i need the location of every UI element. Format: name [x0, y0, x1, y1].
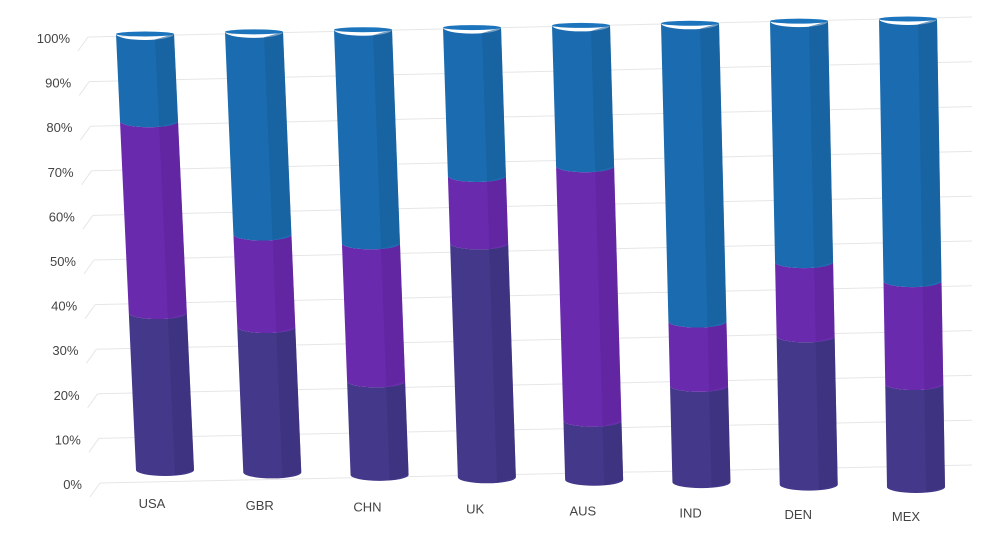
bar-segment-shade [924, 384, 945, 493]
y-tick-label: 50% [50, 254, 76, 269]
gridline [92, 195, 973, 216]
bar-top-cap [334, 27, 392, 33]
bar-segment-shade [602, 420, 624, 486]
x-axis: USA GBR CHN UK AUS IND DEN MEX [139, 496, 921, 524]
bar-segment-shade [487, 175, 509, 249]
tick-mark [88, 438, 100, 453]
tick-mark [81, 170, 93, 186]
bar-group-uk[interactable] [443, 25, 516, 484]
tick-mark [82, 215, 94, 230]
y-tick-label: 0% [63, 477, 82, 492]
bars-layer [116, 16, 945, 494]
bar-group-gbr[interactable] [225, 29, 302, 479]
y-tick-label: 60% [49, 209, 75, 224]
bar-top-cap [770, 18, 828, 24]
x-tick-label: USA [139, 496, 166, 511]
y-tick-label: 90% [45, 76, 71, 91]
bar-segment-shade [595, 166, 622, 427]
bar-segment-shade [159, 121, 187, 319]
x-tick-label: GBR [246, 498, 274, 513]
y-tick-label: 20% [54, 388, 80, 403]
y-axis: 0% 10% 20% 30% 40% 50% 60% 70% 80% 90% 100% [37, 31, 83, 492]
y-tick-label: 40% [51, 299, 77, 314]
gridline [89, 61, 973, 83]
gridline [87, 16, 973, 38]
bar-segment-shade [373, 29, 400, 249]
bar-segment-shade [381, 243, 406, 387]
gridline [91, 150, 973, 172]
y-tick-label: 80% [46, 120, 72, 135]
x-tick-label: DEN [785, 507, 812, 522]
y-tick-label: 30% [52, 343, 78, 358]
gridline [96, 330, 973, 350]
bar-group-chn[interactable] [334, 27, 409, 481]
bar-group-den[interactable] [770, 18, 838, 491]
bar-top-cap [661, 20, 719, 26]
tick-mark [85, 348, 97, 364]
bar-segment-shade [489, 243, 516, 483]
bar-group-aus[interactable] [552, 22, 624, 486]
tick-mark [83, 259, 95, 275]
bar-segment-shade [386, 381, 409, 481]
bar-segment-shade [276, 327, 302, 478]
bar-segment-shade [707, 321, 729, 392]
bar-segment-shade [482, 27, 506, 182]
bar-segment-shade [700, 23, 727, 327]
bar-segment-shade [272, 234, 296, 333]
gridline [97, 374, 973, 395]
bar-top-cap [443, 25, 501, 31]
tick-mark [84, 304, 96, 319]
gridline [93, 240, 973, 261]
bar-segment-shade [155, 34, 178, 127]
bar-segment-shade [809, 21, 834, 268]
y-tick-label: 10% [55, 432, 81, 447]
tick-mark [78, 81, 90, 96]
bar-segment-shade [167, 313, 194, 476]
tick-mark [79, 125, 91, 141]
gridline [90, 106, 973, 127]
bar-segment-shade [709, 385, 731, 488]
bar-top-cap [225, 29, 283, 35]
bar-group-usa[interactable] [116, 31, 194, 477]
gridline [99, 464, 973, 484]
bar-segment-shade [918, 19, 942, 287]
bar-top-cap [116, 31, 174, 37]
gridline [98, 419, 973, 439]
tick-mark [89, 482, 101, 498]
bar-top-cap [879, 16, 937, 22]
bar-segment-shade [591, 25, 615, 172]
x-tick-label: UK [466, 502, 484, 517]
x-tick-label: CHN [353, 500, 381, 515]
gridline [95, 285, 973, 306]
y-tick-label: 100% [37, 31, 71, 46]
bar-segment-shade [815, 336, 838, 490]
bar-segment-shade [814, 262, 835, 342]
x-tick-label: MEX [892, 509, 921, 524]
bar-top-cap [552, 22, 610, 28]
x-tick-label: AUS [569, 503, 596, 518]
tick-mark [87, 393, 99, 409]
bar-group-ind[interactable] [661, 20, 731, 489]
bar-group-mex[interactable] [879, 16, 945, 494]
bar-segment-shade [264, 31, 292, 240]
tick-mark [77, 36, 89, 52]
y-tick-label: 70% [48, 165, 74, 180]
bar-segment-shade [922, 281, 944, 390]
x-tick-label: IND [679, 505, 701, 520]
grid-layer [77, 16, 973, 498]
